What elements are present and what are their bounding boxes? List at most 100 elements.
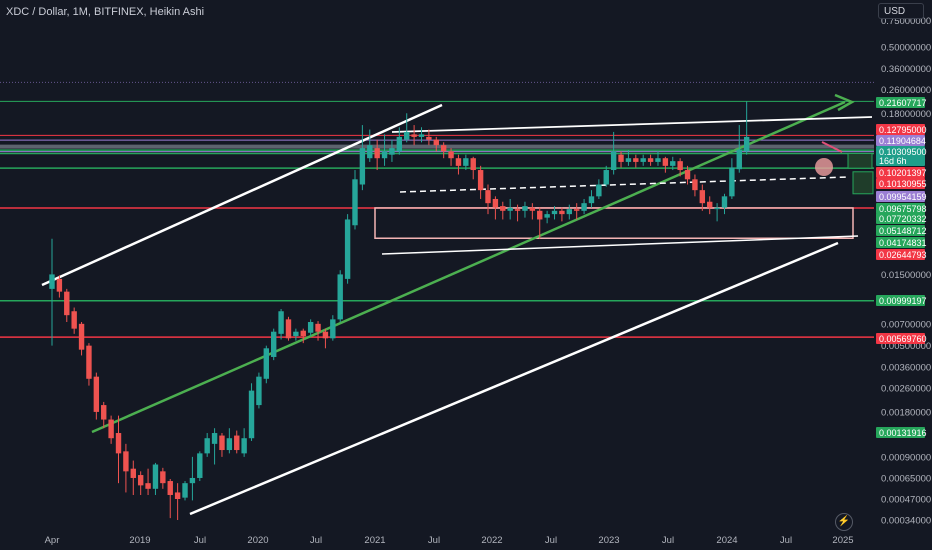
- candle-body: [418, 134, 425, 137]
- candle-body: [145, 483, 151, 489]
- candle-body: [182, 483, 188, 498]
- candle-body: [219, 435, 225, 451]
- candle-body: [197, 453, 203, 478]
- candle-body: [108, 419, 114, 439]
- candle-body: [588, 196, 595, 204]
- candle-body: [529, 207, 536, 211]
- candle-body: [647, 158, 654, 162]
- candle-body: [271, 331, 277, 357]
- y-tick-label: 0.00360000: [881, 362, 931, 373]
- y-tick-label: 0.01500000: [881, 270, 931, 281]
- candle-body: [211, 433, 218, 444]
- candle-body: [559, 210, 565, 215]
- x-tick-label: 2023: [598, 535, 619, 546]
- candle-body: [234, 435, 240, 451]
- candle-body: [49, 274, 55, 289]
- candle-body: [307, 322, 314, 333]
- price-label: 0.04174831: [879, 238, 927, 248]
- candle-body: [374, 148, 380, 159]
- candle-body: [93, 376, 100, 412]
- candle-body: [226, 438, 233, 451]
- candle-body: [115, 433, 122, 454]
- candle-body: [551, 210, 558, 215]
- candle-body: [322, 331, 329, 339]
- x-tick-label: Jul: [194, 535, 206, 546]
- x-tick-label: Apr: [45, 535, 60, 546]
- y-tick-label: 0.26000000: [881, 85, 931, 96]
- price-label-box: [876, 225, 925, 236]
- price-label: 0.00131916: [879, 428, 927, 438]
- y-tick-label: 0.00180000: [881, 407, 931, 418]
- y-tick-label: 0.00500000: [881, 341, 931, 352]
- price-label-box: [876, 178, 925, 189]
- x-tick-label: Jul: [310, 535, 322, 546]
- candle-body: [137, 475, 144, 486]
- candle-body: [743, 136, 750, 152]
- price-label-box: [876, 167, 925, 178]
- price-label: 0.09675798: [879, 204, 927, 214]
- arrow-head: [834, 93, 855, 112]
- price-label-box: [876, 249, 925, 260]
- lightning-icon[interactable]: ⚡: [835, 513, 853, 531]
- price-label-box: [876, 191, 925, 202]
- candle-body: [330, 319, 336, 339]
- candle-body: [248, 390, 255, 439]
- price-label: 0.11904684: [879, 136, 926, 146]
- candle-body: [433, 139, 439, 146]
- candle-body: [477, 170, 484, 191]
- candle-body: [500, 206, 506, 211]
- price-label-box: [876, 146, 925, 157]
- y-tick-label: 0.00047000: [881, 495, 931, 506]
- candle-body: [625, 158, 632, 162]
- candle-body: [485, 190, 491, 204]
- candle-body: [404, 131, 410, 140]
- currency-button[interactable]: USD: [878, 3, 924, 19]
- candle-body: [396, 136, 403, 152]
- candle-body: [573, 209, 580, 211]
- support-line: [381, 235, 859, 255]
- y-tick-label: 0.18000000: [881, 109, 931, 120]
- candle-body: [544, 214, 550, 218]
- candle-body: [662, 158, 669, 166]
- price-label: 0.12795000: [879, 125, 927, 135]
- candle-body: [470, 158, 476, 171]
- y-tick-label: 0.00700000: [881, 319, 931, 330]
- candle-body: [71, 311, 77, 329]
- candle-body: [522, 206, 528, 211]
- candle-body: [160, 471, 166, 484]
- candle-body: [189, 477, 196, 484]
- dashed-neckline: [399, 176, 849, 193]
- candle-body: [78, 323, 85, 350]
- candle-body: [670, 161, 676, 166]
- candle-body: [278, 311, 284, 334]
- resistance-line: [391, 116, 873, 133]
- y-tick-label: 0.36000000: [881, 64, 931, 75]
- y-tick-label: 0.00260000: [881, 384, 931, 395]
- price-label: 0.00999197: [879, 296, 927, 306]
- y-tick-label: 0.00034000: [881, 516, 931, 527]
- target-zone: [852, 171, 874, 195]
- price-label-box: [876, 427, 925, 438]
- x-tick-label: 2024: [716, 535, 737, 546]
- candle-body: [736, 149, 742, 170]
- y-tick-label: 0.00065000: [881, 473, 931, 484]
- candle-body: [367, 145, 373, 159]
- candle-body: [293, 331, 299, 337]
- chart-title: XDC / Dollar, 1M, BITFINEX, Heikin Ashi: [6, 6, 205, 18]
- x-tick-label: Jul: [545, 535, 557, 546]
- candle-body: [566, 209, 572, 215]
- candle-body: [337, 274, 343, 320]
- candle-body: [300, 330, 306, 337]
- candle-body: [455, 158, 462, 166]
- price-label: 0.09954159: [879, 192, 927, 202]
- candle-body: [692, 179, 698, 191]
- candle-body: [640, 158, 646, 162]
- candle-body: [426, 136, 432, 140]
- candle-body: [152, 464, 159, 489]
- highlight-marker: [815, 158, 833, 176]
- candle-body: [633, 158, 639, 162]
- candle-body: [655, 158, 661, 162]
- price-label: 0.10201397: [879, 168, 927, 178]
